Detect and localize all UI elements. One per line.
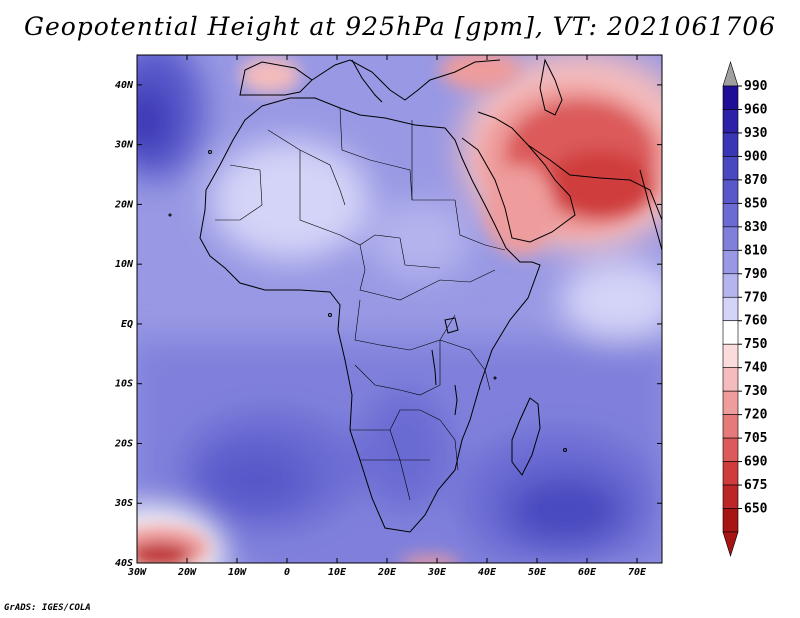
country-borders xyxy=(215,107,506,501)
colorbar-box xyxy=(722,461,739,486)
colorbar-boxes xyxy=(722,85,742,533)
colorbar-label: 930 xyxy=(744,126,768,141)
bioko-island xyxy=(328,313,332,317)
lat-label: EQ xyxy=(121,319,133,330)
colorbar: 990 960 930 900 870 850 830 810 790 770 760 750 740 7… xyxy=(722,60,768,558)
lon-label: 20E xyxy=(377,567,397,578)
africa-coastline xyxy=(199,97,541,533)
lat-label: 20S xyxy=(114,438,133,449)
lon-label: 20W xyxy=(177,567,197,578)
lat-label: 10S xyxy=(115,379,133,390)
colorbar-box xyxy=(722,390,739,415)
india-coastline xyxy=(639,169,662,251)
axis-ticks xyxy=(136,55,662,564)
colorbar-label: 870 xyxy=(744,173,768,188)
colorbar-box xyxy=(722,179,739,204)
map-panel: 30W 20W 10W 0 10E 20E 30E 40E 50E 60E 70E 40N 30N 20… xyxy=(114,54,663,578)
cape-verde-islands xyxy=(168,213,172,217)
colorbar-label: 720 xyxy=(744,408,768,423)
map-frame xyxy=(136,54,663,564)
colorbar-box xyxy=(722,320,739,345)
longitude-labels: 30W 20W 10W 0 10E 20E 30E 40E 50E 60E 70E xyxy=(127,567,647,578)
colorbar-box xyxy=(722,367,739,392)
colorbar-label: 675 xyxy=(744,478,767,493)
geopotential-field xyxy=(137,55,662,563)
lake-tanganyika xyxy=(431,349,437,386)
colorbar-label: 650 xyxy=(744,502,768,517)
grads-credit: GrADS: IGES/COLA xyxy=(4,603,91,613)
colorbar-label: 960 xyxy=(744,102,768,117)
lon-label: 40E xyxy=(478,567,497,578)
caspian-coastline xyxy=(539,58,563,116)
inland-lakes xyxy=(431,317,459,416)
colorbar-bottom-arrow xyxy=(722,531,739,558)
colorbar-label: 760 xyxy=(744,314,768,329)
colorbar-box xyxy=(722,414,739,439)
colorbar-label: 740 xyxy=(744,361,768,376)
canary-islands xyxy=(208,150,212,154)
colorbar-box xyxy=(722,273,739,298)
lon-label: 10W xyxy=(228,567,247,578)
madagascar-coastline xyxy=(511,397,541,476)
lat-label: 30N xyxy=(114,140,134,151)
lat-label: 30S xyxy=(114,498,133,509)
colorbar-box xyxy=(722,343,739,368)
lon-label: 30W xyxy=(127,567,147,578)
lake-malawi xyxy=(454,384,458,416)
colorbar-label: 810 xyxy=(744,243,768,258)
lon-label: 70E xyxy=(628,567,647,578)
coastlines xyxy=(168,58,662,533)
colorbar-label: 770 xyxy=(744,290,768,305)
colorbar-box xyxy=(722,484,739,509)
colorbar-box xyxy=(722,296,739,322)
lon-label: 0 xyxy=(284,567,290,578)
colorbar-box xyxy=(722,132,739,157)
colorbar-label: 790 xyxy=(744,267,768,282)
colorbar-label: 900 xyxy=(744,149,768,164)
colorbar-label: 690 xyxy=(744,455,768,470)
lon-label: 60E xyxy=(578,567,597,578)
lat-label: 10N xyxy=(115,259,134,270)
colorbar-box xyxy=(722,109,739,134)
colorbar-box xyxy=(722,508,739,533)
lat-label: 20N xyxy=(114,199,134,210)
lon-label: 30E xyxy=(427,567,447,578)
colorbar-label: 730 xyxy=(744,384,768,399)
europe-coastline xyxy=(239,59,501,101)
colorbar-box xyxy=(722,85,739,110)
colorbar-label: 750 xyxy=(744,337,768,352)
colorbar-label: 705 xyxy=(744,431,767,446)
latitude-labels: 40N 30N 20N 10N EQ 10S 20S 30S 40S xyxy=(114,80,134,569)
comoros-island xyxy=(493,376,497,380)
lake-victoria xyxy=(444,317,459,334)
colorbar-labels: 990 960 930 900 870 850 830 810 790 770 760 750 740 7… xyxy=(744,79,768,517)
colorbar-box xyxy=(722,250,739,275)
map-title: Geopotential Height at 925hPa [gpm], VT:… xyxy=(23,12,777,41)
lon-label: 10E xyxy=(328,567,347,578)
colorbar-label: 850 xyxy=(744,196,768,211)
colorbar-label: 830 xyxy=(744,220,768,235)
mauritius-island xyxy=(563,448,567,452)
arabia-coastline xyxy=(461,111,576,243)
colorbar-top-arrow xyxy=(722,60,739,87)
italy-coastline xyxy=(351,59,383,103)
colorbar-label: 990 xyxy=(744,79,768,94)
colorbar-box xyxy=(722,226,739,251)
lat-label: 40S xyxy=(115,558,133,569)
persian-gulf-coastline xyxy=(527,144,662,221)
colorbar-box xyxy=(722,156,739,181)
colorbar-box xyxy=(722,203,739,228)
lon-label: 50E xyxy=(528,567,547,578)
colorbar-box xyxy=(722,437,739,462)
lat-label: 40N xyxy=(115,80,134,91)
